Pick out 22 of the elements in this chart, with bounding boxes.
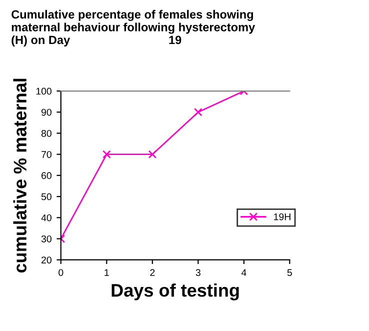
y-tick-label: 100 [36, 88, 52, 95]
y-tick-label: 30 [41, 235, 52, 242]
x-tick-label: 1 [104, 269, 109, 276]
legend-label: 19H [274, 213, 290, 220]
x-axis-title: Days of testing [112, 283, 239, 300]
point [102, 150, 111, 158]
y-tick-label: 40 [41, 214, 52, 222]
y-tick-label: 60 [42, 172, 52, 180]
y-tick-label: 20 [42, 256, 52, 264]
x-tick-label: 4 [241, 269, 246, 276]
x-tick-label: 5 [287, 269, 292, 276]
y-tick-label: 70 [42, 151, 52, 158]
point [194, 108, 202, 116]
y-tick-label: 50 [41, 193, 52, 200]
y-tick-label: 80 [41, 130, 52, 137]
x-tick-label: 2 [150, 269, 155, 276]
x-tick-label: 0 [58, 269, 64, 276]
y-axis-title: cumulative % maternal [13, 78, 27, 273]
point [148, 150, 157, 158]
x-tick-label: 3 [196, 269, 200, 276]
y-tick-label: 90 [42, 108, 52, 116]
chart-title: Cumulative percentage of females showing maternal behaviour following hysterectomy (H) on Day 19 [12, 10, 256, 46]
